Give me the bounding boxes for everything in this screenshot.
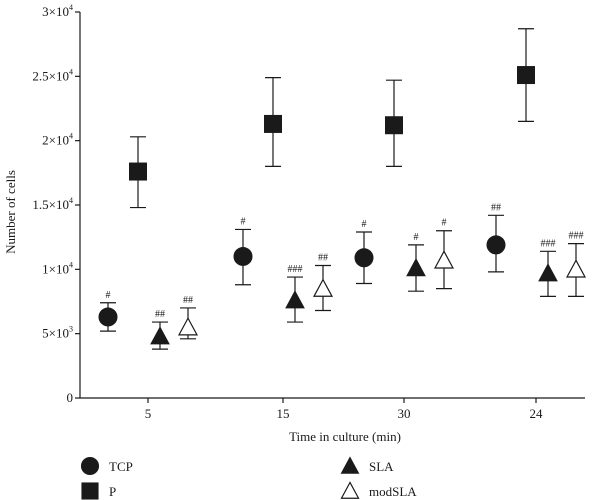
y-tick-mantissa: 1×10 xyxy=(42,261,69,276)
data-point xyxy=(285,290,305,309)
data-point xyxy=(517,66,535,85)
data-point xyxy=(354,248,374,268)
data-point xyxy=(150,326,170,345)
legend-item-sla: SLA xyxy=(340,456,394,474)
x-tick-label: 15 xyxy=(277,406,290,421)
data-marks: ## #################### xyxy=(98,28,587,350)
legend-label: P xyxy=(109,484,116,499)
y-tick-label: 2.5×104 xyxy=(32,67,73,83)
data-point xyxy=(129,162,147,181)
y-tick-label: 2×104 xyxy=(42,132,73,148)
y-tick-exponent: 4 xyxy=(69,260,73,269)
data-point xyxy=(177,316,199,336)
y-tick-exponent: 4 xyxy=(69,67,73,76)
y-tick-mantissa: 2.5×10 xyxy=(32,68,69,83)
significance-label: ## xyxy=(318,252,328,263)
legend-label: modSLA xyxy=(369,484,417,499)
data-point xyxy=(433,250,455,269)
y-axis-label: Number of cells xyxy=(3,170,18,254)
significance-label: ## xyxy=(155,309,165,320)
y-tick-exponent: 4 xyxy=(69,3,73,12)
legend-item-tcp: TCP xyxy=(80,456,133,476)
legend-item-p: P xyxy=(81,482,116,500)
y-tick-mantissa: 3×10 xyxy=(42,4,69,19)
series-sla: ######### xyxy=(150,232,558,350)
data-point xyxy=(264,114,282,133)
x-tick-label: 24 xyxy=(530,406,544,421)
y-tick-label: 1×104 xyxy=(42,260,73,276)
y-tick-mantissa: 0 xyxy=(67,390,74,405)
data-point xyxy=(538,263,558,282)
y-tick-exponent: 4 xyxy=(69,196,73,205)
y-tick-mantissa: 5×10 xyxy=(42,326,69,341)
data-point xyxy=(233,246,253,266)
significance-label: # xyxy=(241,216,246,227)
data-point xyxy=(312,278,334,297)
significance-label: # xyxy=(362,219,367,230)
legend-marker xyxy=(80,456,100,476)
series-modsla: ######## xyxy=(177,218,587,340)
data-point xyxy=(406,257,426,277)
series-p xyxy=(129,28,535,209)
x-tick-label: 30 xyxy=(398,406,411,421)
x-ticks: 5 15 30 24 xyxy=(145,398,543,421)
y-tick-label: 3×104 xyxy=(42,3,73,19)
legend-label: SLA xyxy=(369,459,394,474)
legend-marker xyxy=(81,482,99,500)
y-tick-exponent: 4 xyxy=(69,132,73,141)
y-tick-exponent: 3 xyxy=(69,325,73,334)
data-point xyxy=(486,235,506,255)
legend-marker xyxy=(340,481,360,499)
legend-label: TCP xyxy=(109,459,133,474)
x-axis-label: Time in culture (min) xyxy=(289,429,401,444)
y-tick-label: 5×103 xyxy=(42,325,73,341)
legend-item-modsla: modSLA xyxy=(340,481,417,499)
significance-label: ## xyxy=(491,202,501,213)
x-tick-label: 5 xyxy=(145,406,152,421)
significance-label: # xyxy=(106,290,111,301)
significance-label: ### xyxy=(288,264,303,275)
data-point xyxy=(98,307,118,327)
significance-label: # xyxy=(414,232,419,243)
legend-marker xyxy=(340,456,360,474)
legend: TCP P SLA modSLA xyxy=(80,456,417,500)
significance-label: ### xyxy=(541,238,556,249)
y-tick-label: 0 xyxy=(67,390,74,405)
significance-label: ## xyxy=(183,295,193,306)
y-tick-mantissa: 1.5×10 xyxy=(32,197,69,212)
y-tick-label: 1.5×104 xyxy=(32,196,73,212)
data-point xyxy=(565,259,587,278)
data-point xyxy=(385,116,403,135)
significance-label: ### xyxy=(569,231,584,242)
y-tick-mantissa: 2×10 xyxy=(42,133,69,148)
significance-label: # xyxy=(442,218,447,229)
series-tcp: ## ### xyxy=(98,202,506,332)
